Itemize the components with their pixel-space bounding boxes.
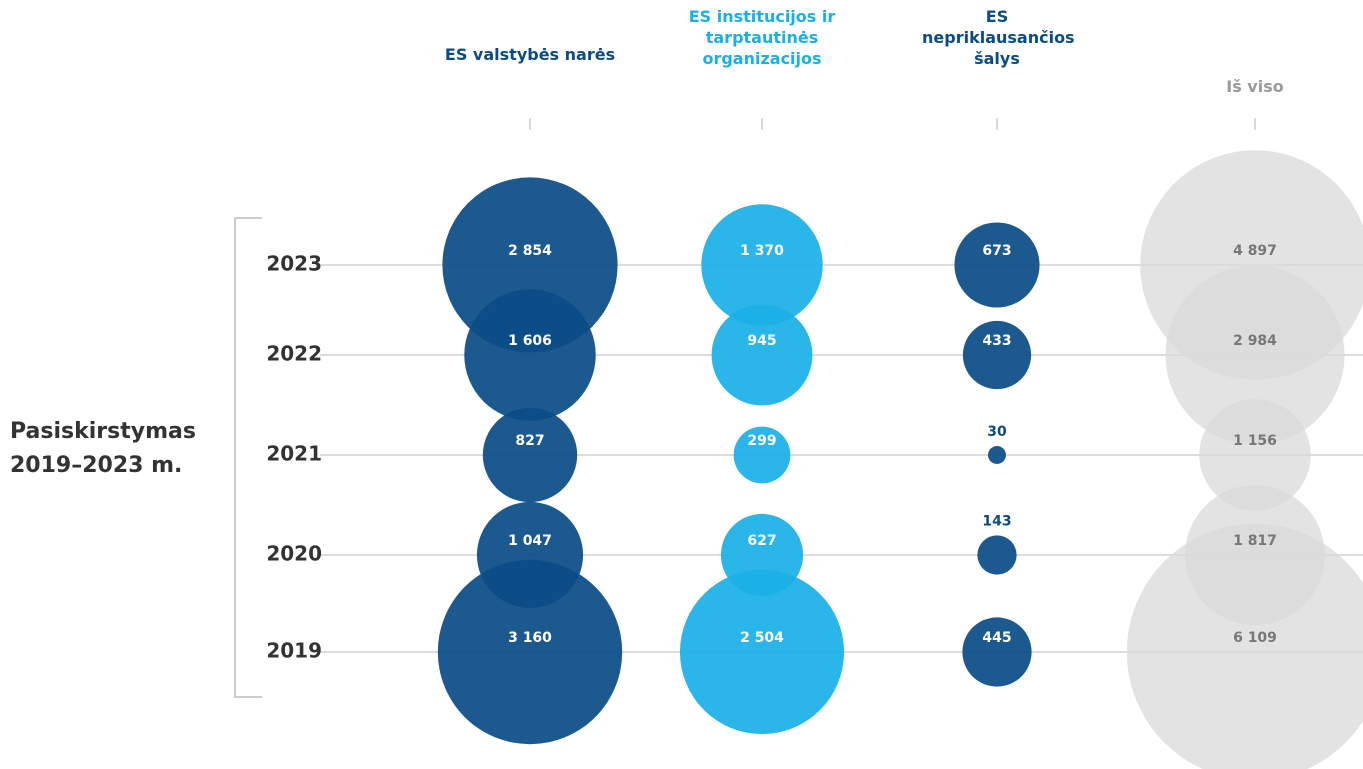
data-label: 1 047 — [508, 533, 552, 549]
bubble — [733, 426, 791, 484]
data-label: 30 — [987, 424, 1007, 440]
bubble — [464, 289, 596, 421]
bubble — [679, 569, 845, 735]
data-label: 627 — [747, 533, 776, 549]
data-label: 143 — [982, 513, 1011, 529]
y-tick-label: 2022 — [266, 342, 322, 366]
bubble — [988, 446, 1006, 464]
y-axis-label: Pasiskirstymas 2019–2023 m. — [10, 419, 196, 478]
y-tick-label: 2020 — [266, 542, 322, 566]
bubble — [482, 407, 578, 503]
data-label: 945 — [747, 333, 776, 349]
data-label: 1 817 — [1233, 533, 1277, 549]
data-label: 6 109 — [1233, 630, 1277, 646]
legend-label: ES institucijos ir tarptautinės organiza… — [688, 7, 836, 68]
data-label: 433 — [982, 333, 1011, 349]
bubble — [1199, 399, 1311, 511]
legend-label: ES nepriklausančios šalys — [922, 7, 1075, 68]
bubble — [1165, 265, 1345, 445]
data-label: 1 370 — [740, 243, 784, 259]
legend-label: ES valstybės narės — [444, 45, 616, 64]
data-label: 3 160 — [508, 630, 552, 646]
data-label: 827 — [515, 433, 544, 449]
bubble — [1126, 523, 1363, 769]
data-label: 1 156 — [1233, 433, 1277, 449]
data-label: 2 504 — [740, 630, 784, 646]
data-label: 673 — [982, 243, 1011, 259]
data-label: 299 — [747, 433, 776, 449]
bubble — [977, 535, 1017, 575]
data-label: 4 897 — [1233, 243, 1277, 259]
bubble — [711, 304, 813, 406]
bubble — [954, 222, 1040, 308]
bubble — [437, 559, 623, 745]
y-tick-label: 2023 — [266, 252, 322, 276]
data-label: 1 606 — [508, 333, 552, 349]
y-tick-label: 2021 — [266, 442, 322, 466]
bubble — [962, 617, 1032, 687]
legend-label: Iš viso — [1226, 77, 1284, 96]
data-label: 445 — [982, 630, 1011, 646]
data-label: 2 984 — [1233, 333, 1277, 349]
data-label: 2 854 — [508, 243, 552, 259]
bubble — [701, 204, 823, 326]
bracket — [234, 217, 262, 698]
bubble — [962, 320, 1032, 390]
y-tick-label: 2019 — [266, 639, 322, 663]
